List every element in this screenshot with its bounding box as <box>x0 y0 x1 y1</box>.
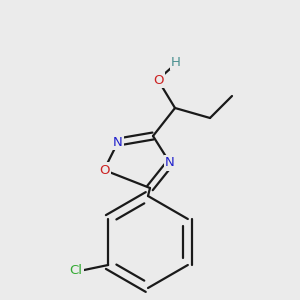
Text: H: H <box>171 56 181 68</box>
Text: N: N <box>165 157 175 169</box>
Text: Cl: Cl <box>70 263 83 277</box>
Text: N: N <box>113 136 123 148</box>
Text: O: O <box>99 164 109 176</box>
Text: O: O <box>153 74 163 86</box>
